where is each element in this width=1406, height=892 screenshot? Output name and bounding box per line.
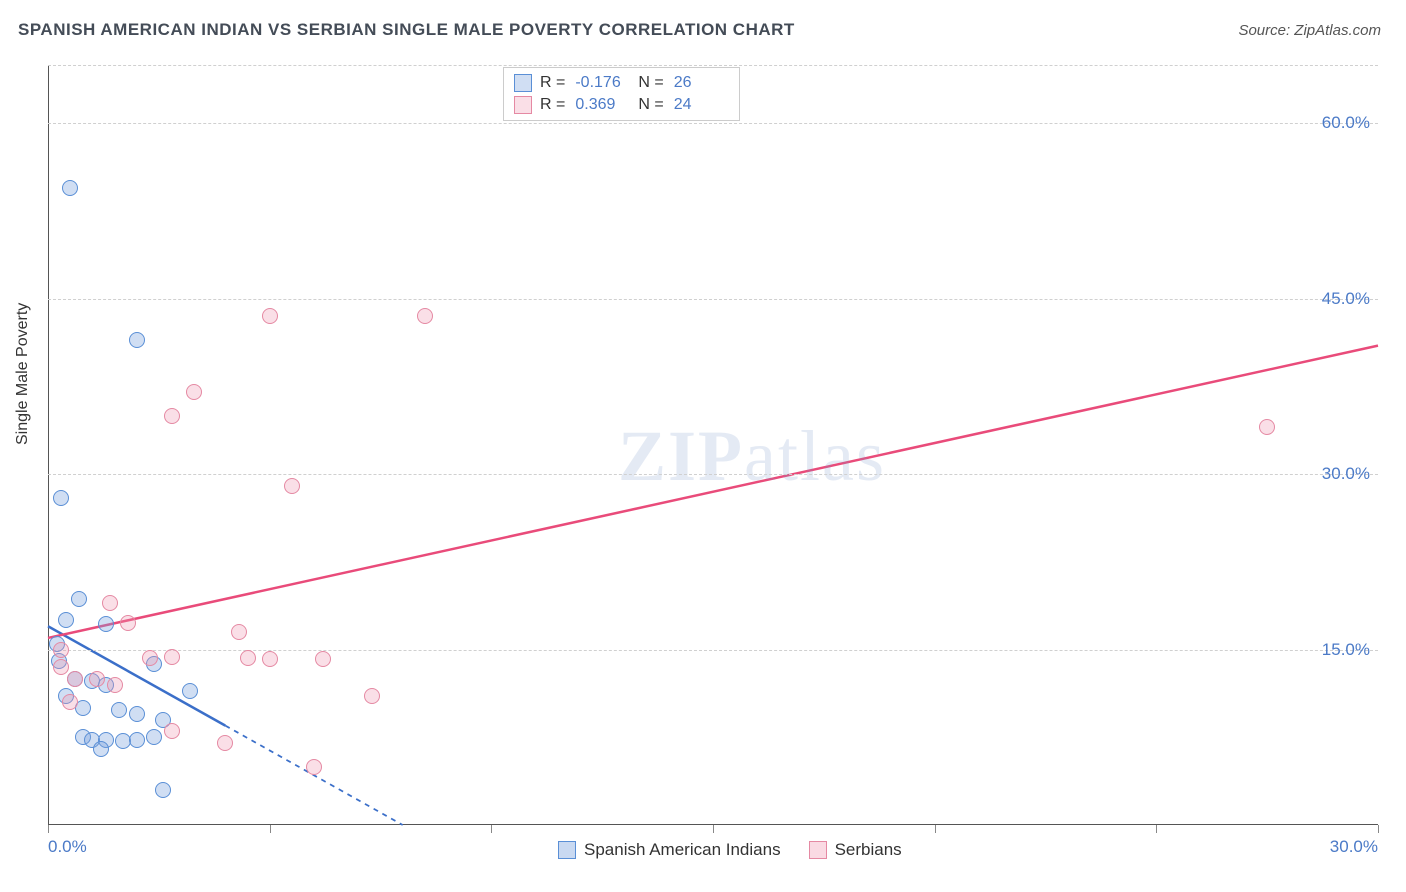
x-tick — [48, 825, 49, 833]
legend-row: R = -0.176 N = 26 — [514, 72, 729, 94]
data-point — [129, 706, 145, 722]
data-point — [306, 759, 322, 775]
gridline — [48, 123, 1378, 124]
watermark-zip: ZIP — [618, 416, 744, 496]
data-point — [129, 332, 145, 348]
correlation-legend: R = -0.176 N = 26 R = 0.369 N = 24 — [503, 67, 740, 121]
watermark: ZIPatlas — [618, 415, 886, 498]
chart-title: SPANISH AMERICAN INDIAN VS SERBIAN SINGL… — [18, 20, 795, 40]
data-point — [89, 671, 105, 687]
data-point — [284, 478, 300, 494]
gridline — [48, 65, 1378, 66]
y-axis-label: Single Male Poverty — [14, 303, 32, 445]
y-tick-label: 15.0% — [1322, 640, 1370, 660]
data-point — [53, 490, 69, 506]
legend-swatch — [809, 841, 827, 859]
legend-n-label: N = — [638, 96, 663, 114]
series-legend-item: Spanish American Indians — [558, 840, 781, 860]
y-tick-label: 30.0% — [1322, 464, 1370, 484]
data-point — [1259, 419, 1275, 435]
data-point — [262, 308, 278, 324]
data-point — [164, 723, 180, 739]
data-point — [98, 616, 114, 632]
x-tick-label: 0.0% — [48, 837, 87, 857]
data-point — [182, 683, 198, 699]
legend-r-label: R = — [540, 96, 565, 114]
data-point — [53, 659, 69, 675]
data-point — [155, 782, 171, 798]
x-tick-label: 30.0% — [1330, 837, 1378, 857]
data-point — [53, 642, 69, 658]
legend-swatch — [514, 74, 532, 92]
y-tick-label: 45.0% — [1322, 289, 1370, 309]
data-point — [111, 702, 127, 718]
data-point — [120, 615, 136, 631]
gridline — [48, 474, 1378, 475]
legend-row: R = 0.369 N = 24 — [514, 94, 729, 116]
data-point — [71, 591, 87, 607]
x-tick — [935, 825, 936, 833]
data-point — [146, 729, 162, 745]
legend-n-value: 26 — [674, 74, 729, 92]
x-tick — [270, 825, 271, 833]
data-point — [231, 624, 247, 640]
data-point — [107, 677, 123, 693]
data-point — [186, 384, 202, 400]
data-point — [67, 671, 83, 687]
regression-lines — [48, 65, 1378, 825]
data-point — [315, 651, 331, 667]
series-legend-label: Serbians — [835, 840, 902, 860]
data-point — [62, 180, 78, 196]
legend-swatch — [514, 96, 532, 114]
data-point — [164, 649, 180, 665]
legend-swatch — [558, 841, 576, 859]
y-tick-label: 60.0% — [1322, 113, 1370, 133]
y-axis — [48, 65, 49, 825]
data-point — [417, 308, 433, 324]
plot-area: ZIPatlas R =-0.176N =26R =0.369N =24 Spa… — [48, 65, 1378, 825]
data-point — [102, 595, 118, 611]
correlation-chart: SPANISH AMERICAN INDIAN VS SERBIAN SINGL… — [0, 0, 1406, 892]
x-tick — [713, 825, 714, 833]
series-legend-label: Spanish American Indians — [584, 840, 781, 860]
watermark-atlas: atlas — [744, 416, 886, 496]
series-legend-item: Serbians — [809, 840, 902, 860]
gridline — [48, 299, 1378, 300]
data-point — [129, 732, 145, 748]
legend-r-value: 0.369 — [575, 96, 630, 114]
data-point — [93, 741, 109, 757]
source-label: Source: ZipAtlas.com — [1238, 22, 1381, 39]
x-tick — [1156, 825, 1157, 833]
data-point — [240, 650, 256, 666]
data-point — [58, 612, 74, 628]
data-point — [217, 735, 233, 751]
legend-n-label: N = — [638, 74, 663, 92]
data-point — [364, 688, 380, 704]
legend-n-value: 24 — [674, 96, 729, 114]
data-point — [262, 651, 278, 667]
series-legend: Spanish American Indians Serbians — [558, 840, 902, 860]
legend-r-label: R = — [540, 74, 565, 92]
legend-r-value: -0.176 — [575, 74, 630, 92]
data-point — [142, 650, 158, 666]
data-point — [164, 408, 180, 424]
x-tick — [1378, 825, 1379, 833]
data-point — [62, 694, 78, 710]
x-tick — [491, 825, 492, 833]
